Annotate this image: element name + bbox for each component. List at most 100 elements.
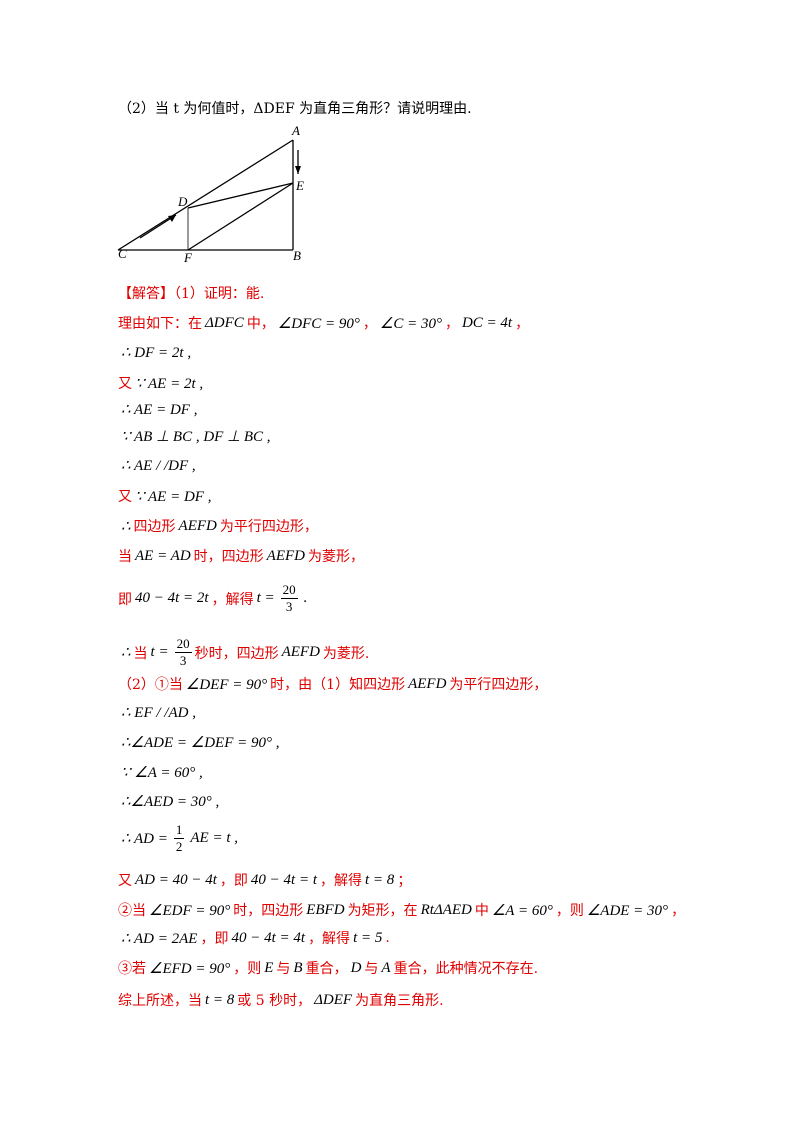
math: ∵ ∠A = 60° , [121,765,203,781]
text: 中 [474,903,489,919]
point-label: D [177,194,188,209]
figure: A E D C F B [117,123,304,265]
math: ∠C = 30° [379,315,442,332]
math: E [264,959,274,976]
text: 为直角三角形. [355,993,444,1009]
text: ，解得 [308,931,351,947]
answer-line: ∴∠AED = 30° , [118,792,222,811]
point-label: C [118,246,127,261]
question: （2）当 t 为何值时，ΔDEF 为直角三角形？请说明理由. [118,101,472,117]
text: 为平行四边形， [219,519,318,535]
math: ∴ AD = [121,831,168,847]
text: 又 [118,873,132,889]
answer-line: ∴ EF / /AD , [118,703,199,722]
math: ΔDFC [205,314,244,331]
text: 当 [133,645,148,662]
numerator: 1 [173,822,185,839]
math: ∴ AE / /DF , [121,458,196,474]
math: ∵ AE = 2t , [135,375,204,392]
math: ∴∠ADE = ∠DEF = 90° , [121,735,280,751]
answer-line: 理由如下：在 ΔDFC 中， ∠DFC = 90°， ∠C = 30°， DC = 4t， [118,313,529,333]
answer-line: 即 40 − 4t = 2t ，解得 t = 20 3 . [118,582,310,615]
math: ∴ AD = 2AE [121,930,198,947]
denominator: 3 [285,599,293,614]
denominator: 2 [175,839,183,854]
answer-line: ∵ ∠A = 60° , [118,763,206,782]
text: ③若 [118,961,146,977]
text: 四边形 [133,519,176,535]
text: 时，由（1）知四边形 [270,677,406,693]
math: ∴ EF / /AD , [121,705,196,721]
point-label: F [183,250,193,265]
point-label: E [295,178,304,193]
text: 又 [118,376,132,392]
answer-line: ②当 ∠EDF = 90° 时，四边形 EBFD 为矩形，在 RtΔAED 中 ∠A = 60… [118,900,685,920]
fraction: 20 3 [174,636,192,669]
math: ∠EFD = 90° [149,960,231,977]
text: ，即 [219,873,248,889]
math: 40 − 4t = 2t [135,590,209,606]
text: 为矩形，在 [347,903,418,919]
text: 时，四边形 [233,903,304,919]
fraction: 20 3 [280,582,298,615]
text: ，则 [233,961,262,977]
math: ∴∠AED = 30° , [121,794,220,810]
text: 【解答】（1）证明：能. [118,286,265,302]
math: ∴ [121,518,131,535]
math: ∴ [121,645,131,661]
math: ∠EDF = 90° [149,902,231,919]
text: ，即 [200,931,229,947]
math: t = [256,590,275,606]
text: ， [362,316,377,332]
answer-line: ∴ AE / /DF , [118,456,199,475]
text: 中， [246,316,275,332]
text: 重合， [305,961,348,977]
math: ΔDEF [314,991,353,1008]
answer-line: 当 AE = AD 时，四边形 AEFD 为菱形， [118,546,364,566]
text: ， [671,903,686,919]
text: ， [515,316,530,332]
math: AEFD [281,644,320,660]
text: ； [397,873,412,889]
text: 当 [118,549,132,565]
text: ，解得 [211,591,254,608]
math: RtΔAED [420,901,472,918]
point-label: A [291,123,300,138]
text: （2）①当 [118,677,183,693]
math: 40 − 4t = 4t [231,929,306,946]
answer-line: ∴ AE = DF , [118,400,200,419]
answer-line: ∴∠ADE = ∠DEF = 90° , [118,733,283,752]
math: ∠DFC = 90° [277,315,360,332]
text: 与 [364,961,379,977]
numerator: 20 [280,582,298,599]
text: 即 [118,591,132,608]
text: 为菱形， [308,549,364,565]
text: 重合，此种情况不存在. [393,961,539,977]
answer-line: 【解答】（1）证明：能. [118,283,264,303]
text: . [385,930,390,946]
math: ∵ AB ⊥ BC , DF ⊥ BC , [121,429,271,445]
text: 秒时，四边形 [194,645,279,662]
math: t = 8 [205,991,235,1008]
answer-line: ∴ AD = 1 2 AE = t , [118,822,241,855]
answer-line: ③若 ∠EFD = 90° ，则 E 与 B 重合， D 与 A 重合，此种情况不存在. [118,958,538,978]
numerator: 20 [174,636,192,653]
math: DC = 4t [461,314,513,331]
text: ②当 [118,903,146,919]
math: 40 − 4t = t [250,871,318,888]
math: AEFD [178,517,217,534]
text: ，解得 [320,873,363,889]
math: ∠DEF = 90° [185,676,268,693]
text: 理由如下：在 [118,316,202,332]
math: AD = 40 − 4t [135,871,217,888]
answer-line: 又 ∵ AE = DF , [118,486,214,506]
math: EBFD [306,901,345,918]
point-label: B [293,248,301,263]
math: t = [150,644,169,660]
math: ∴ AE = DF , [121,402,198,418]
answer-line: 又 AD = 40 − 4t ，即 40 − 4t = t ，解得 t = 8； [118,870,411,890]
